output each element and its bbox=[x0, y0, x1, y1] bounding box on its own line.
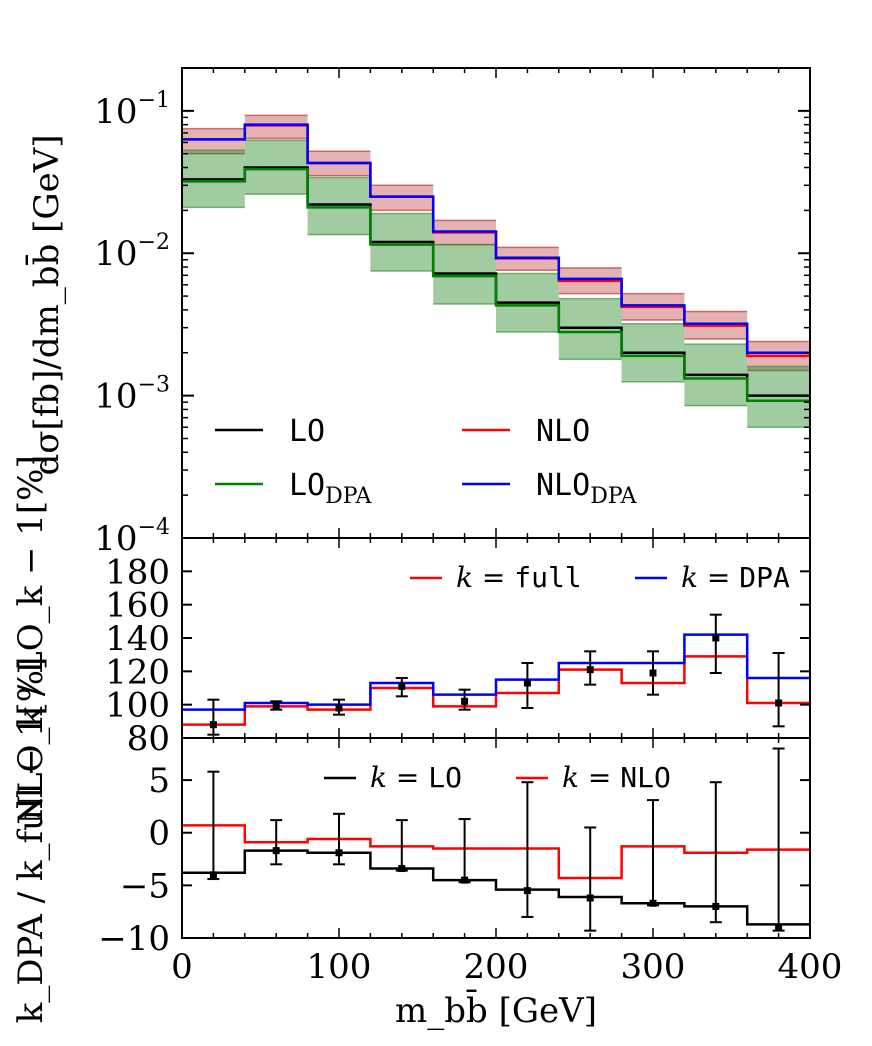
series-line-LO_DPA bbox=[182, 167, 810, 403]
band-1-bin-9 bbox=[747, 366, 810, 428]
middle-point-3 bbox=[398, 682, 406, 690]
middle-point-9 bbox=[775, 699, 783, 707]
bottom-point-7 bbox=[649, 899, 657, 907]
y-tick-label-top-0: 10−1 bbox=[94, 88, 170, 132]
y-tick-label-middle-1: 100 bbox=[105, 686, 170, 726]
y-tick-label-middle-5: 180 bbox=[105, 552, 170, 592]
bottom-legend-label-0: k = LO bbox=[370, 761, 462, 794]
error-bars bbox=[207, 613, 785, 932]
y-tick-label-bottom-2: −5 bbox=[120, 866, 170, 906]
histogram-lines bbox=[182, 123, 810, 926]
band-1-bin-6 bbox=[558, 298, 622, 360]
x-tick-label-2: 200 bbox=[464, 947, 529, 987]
y-tick-label-top-1: 10−2 bbox=[94, 230, 170, 274]
y-axis-title-top: dσ[fb]/dm_bb̄ [GeV] bbox=[25, 134, 67, 475]
scale-bands bbox=[182, 114, 810, 428]
bottom-point-2 bbox=[335, 849, 343, 857]
axis-ticks: 10−110−210−310−48010012014016018050−5−10… bbox=[94, 67, 843, 987]
x-tick-label-0: 0 bbox=[171, 947, 193, 987]
middle-point-8 bbox=[712, 634, 720, 642]
y-tick-label-bottom-3: −10 bbox=[98, 919, 170, 959]
diff-line-k = LO bbox=[182, 849, 810, 926]
legend-label-0: LO bbox=[289, 414, 325, 449]
bottom-legend-label-1: k = NLO bbox=[562, 761, 671, 794]
x-tick-label-1: 100 bbox=[307, 947, 372, 987]
bottom-point-1 bbox=[272, 847, 280, 855]
x-tick-label-3: 300 bbox=[621, 947, 686, 987]
legend-label-3: NLODPA bbox=[536, 468, 638, 509]
bottom-point-9 bbox=[775, 923, 783, 931]
x-tick-label-4: 400 bbox=[778, 947, 843, 987]
bottom-point-6 bbox=[586, 894, 594, 902]
ratio-line-k = DPA bbox=[182, 633, 810, 711]
diff-line-k = NLO bbox=[182, 824, 810, 880]
legend-label-1: NLO bbox=[536, 414, 590, 449]
middle-point-5 bbox=[523, 679, 531, 687]
bottom-point-8 bbox=[712, 902, 720, 910]
y-tick-label-middle-0: 80 bbox=[127, 719, 170, 759]
bottom-point-5 bbox=[523, 887, 531, 895]
middle-legend-label-0: k = full bbox=[456, 561, 582, 594]
y-tick-label-top-3: 10−4 bbox=[94, 515, 170, 559]
y-tick-label-bottom-1: 0 bbox=[148, 814, 170, 854]
middle-point-0 bbox=[209, 721, 217, 729]
y-tick-label-top-2: 10−3 bbox=[94, 373, 170, 417]
bottom-point-4 bbox=[461, 876, 469, 884]
bottom-point-0 bbox=[209, 871, 217, 879]
x-axis-title: m_bb̄ [GeV] bbox=[395, 989, 597, 1031]
series-line-NLO_DPA bbox=[182, 123, 810, 355]
y-tick-label-middle-2: 120 bbox=[105, 652, 170, 692]
band-0-bin-3 bbox=[370, 185, 434, 211]
middle-point-2 bbox=[335, 704, 343, 712]
y-axis-title-bottom: k_DPA / k_full − 1[%] bbox=[11, 657, 51, 1024]
y-axis-title-middle: NLO_k / LO_k − 1[%] bbox=[11, 455, 51, 825]
bottom-point-3 bbox=[398, 865, 406, 873]
axis-titles: dσ[fb]/dm_bb̄ [GeV]NLO_k / LO_k − 1[%]k_… bbox=[11, 134, 597, 1031]
legends: LO NLO LODPA NLODPA k = full k = DPA k = LO k =… bbox=[215, 414, 790, 794]
legend-label-2: LODPA bbox=[289, 468, 373, 509]
y-tick-label-middle-3: 140 bbox=[105, 619, 170, 659]
middle-point-1 bbox=[272, 702, 280, 710]
middle-point-4 bbox=[461, 697, 469, 705]
y-tick-label-bottom-0: 5 bbox=[148, 761, 170, 801]
band-0-bin-1 bbox=[244, 115, 308, 139]
y-tick-label-middle-4: 160 bbox=[105, 586, 170, 626]
middle-legend-label-1: k = DPA bbox=[681, 561, 790, 594]
middle-point-6 bbox=[586, 666, 594, 674]
middle-point-7 bbox=[649, 669, 657, 677]
